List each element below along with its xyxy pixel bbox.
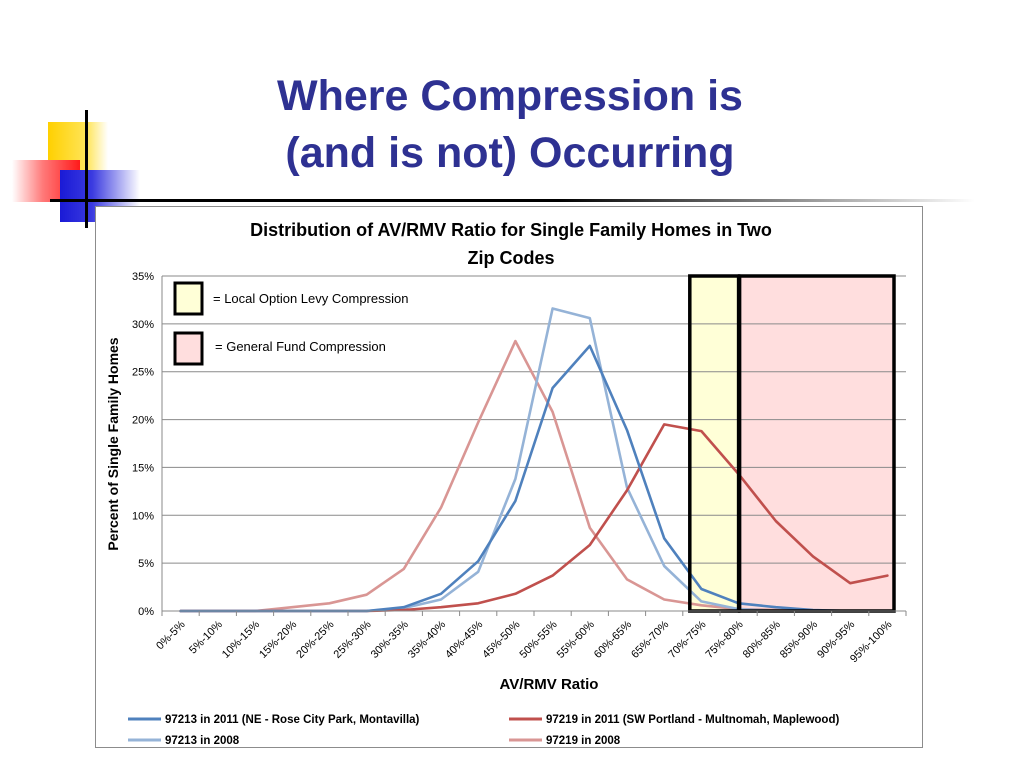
x-tick-label: 0%-5% bbox=[154, 618, 188, 652]
x-axis-label: AV/RMV Ratio bbox=[500, 676, 599, 693]
legend-label-97219-2008: 97219 in 2008 bbox=[546, 735, 621, 747]
general-fund-legend-swatch bbox=[173, 331, 204, 366]
x-tick-label: 50%-55% bbox=[518, 618, 560, 660]
local-option-legend-label: = Local Option Levy Compression bbox=[213, 291, 408, 306]
x-tick-label: 30%-35% bbox=[369, 618, 411, 660]
decor-vertical-line bbox=[85, 110, 88, 228]
y-tick-label: 35% bbox=[132, 271, 154, 283]
annotation-boxes bbox=[689, 276, 894, 611]
legend-label-97213-2011: 97213 in 2011 (NE - Rose City Park, Mont… bbox=[165, 714, 420, 726]
y-tick-label: 25% bbox=[132, 367, 154, 379]
y-tick-label: 5% bbox=[138, 558, 154, 570]
local-option-region bbox=[689, 276, 739, 611]
general-fund-region bbox=[739, 276, 894, 611]
x-tick-label: 35%-40% bbox=[406, 618, 448, 660]
decor-horizontal-rule bbox=[50, 199, 975, 202]
slide-title-line-2: (and is not) Occurring bbox=[285, 129, 735, 177]
y-tick-label: 10% bbox=[132, 510, 154, 522]
x-tick-label: 40%-45% bbox=[443, 618, 485, 660]
x-tick-label: 25%-30% bbox=[332, 618, 374, 660]
x-tick-label: 70%-75% bbox=[666, 618, 708, 660]
x-tick-label: 60%-65% bbox=[592, 618, 634, 660]
y-tick-label: 30% bbox=[132, 319, 154, 331]
legend-label-97213-2008: 97213 in 2008 bbox=[165, 735, 240, 747]
slide-title-line-1: Where Compression is bbox=[277, 72, 743, 120]
general-fund-legend-label: = General Fund Compression bbox=[215, 339, 386, 354]
x-tick-label: 65%-70% bbox=[629, 618, 671, 660]
chart: 0% 5% 10% 15% 20% 25% 30% 35% 0%-5% 5%-10%10%-15%… bbox=[105, 220, 907, 747]
x-tick-label: 80%-85% bbox=[741, 618, 783, 660]
local-option-legend-swatch bbox=[173, 281, 204, 316]
chart-frame: 0% 5% 10% 15% 20% 25% 30% 35% 0%-5% 5%-10% 10%-15%… bbox=[95, 206, 923, 748]
x-tick-label: 55%-60% bbox=[555, 618, 597, 660]
gridlines bbox=[162, 275, 906, 564]
x-tick-label: 85%-90% bbox=[778, 618, 820, 660]
x-tick-label: 10%-15% bbox=[220, 618, 262, 660]
chart-title-line-2: Zip Codes bbox=[467, 248, 554, 268]
slide-title: Where Compression is (and is not) Occurr… bbox=[190, 68, 830, 182]
x-tick-label: 15%-20% bbox=[257, 618, 299, 660]
x-tick-label: 5%-10% bbox=[187, 618, 225, 656]
chart-title-line-1: Distribution of AV/RMV Ratio for Single … bbox=[250, 220, 772, 240]
x-tick-label: 20%-25% bbox=[294, 618, 336, 660]
y-tick-label: 0% bbox=[138, 606, 154, 618]
x-tick-label: 75%-80% bbox=[704, 618, 746, 660]
y-axis-label: Percent of Single Family Homes bbox=[105, 337, 121, 550]
y-tick-label: 15% bbox=[132, 462, 154, 474]
x-tick-label: 45%-50% bbox=[480, 618, 522, 660]
y-tick-label: 20% bbox=[132, 415, 154, 427]
legend-label-97219-2011: 97219 in 2011 (SW Portland - Multnomah, … bbox=[546, 714, 839, 726]
legend: 97213 in 2011 (NE - Rose City Park, Mont… bbox=[128, 714, 839, 747]
